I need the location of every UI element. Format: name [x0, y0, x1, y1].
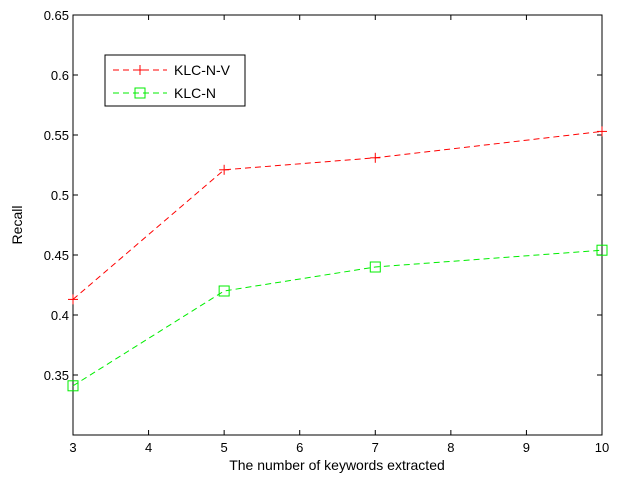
data-point [68, 294, 78, 305]
y-axis-label: Recall [9, 206, 25, 245]
legend-item: KLC-N-V [113, 62, 231, 78]
y-tick-label: 0.4 [51, 308, 69, 323]
x-tick-label: 3 [69, 440, 76, 455]
x-tick-label: 6 [296, 440, 303, 455]
data-point [596, 244, 608, 256]
data-point [218, 285, 230, 297]
data-point [219, 164, 230, 175]
y-tick-label: 0.45 [44, 248, 69, 263]
y-tick-label: 0.5 [51, 188, 69, 203]
data-point [370, 152, 381, 163]
data-point [369, 261, 381, 273]
legend-marker [135, 65, 145, 75]
data-point [67, 380, 79, 392]
series-line [72, 249, 603, 387]
legend-item: KLC-N [113, 85, 216, 101]
series-klc-n-v [68, 126, 607, 305]
legend-label: KLC-N-V [174, 62, 231, 78]
legend: KLC-N-V KLC-N [104, 54, 246, 107]
data-point [597, 126, 607, 137]
y-tick-label: 0.55 [44, 128, 69, 143]
x-tick-label: 5 [221, 440, 228, 455]
x-tick-label: 10 [595, 440, 609, 455]
x-tick-label: 8 [447, 440, 454, 455]
legend-label: KLC-N [174, 85, 216, 101]
y-tick-label: 0.65 [44, 8, 69, 23]
x-tick-label: 4 [145, 440, 152, 455]
y-tick-label: 0.6 [51, 68, 69, 83]
legend-box [104, 54, 246, 107]
series-line [72, 130, 603, 300]
x-tick-label: 7 [372, 440, 379, 455]
x-tick-label: 9 [523, 440, 530, 455]
y-tick-label: 0.35 [44, 368, 69, 383]
series-klc-n [67, 244, 608, 392]
legend-marker [134, 87, 146, 99]
x-axis-label: The number of keywords extracted [229, 457, 445, 473]
